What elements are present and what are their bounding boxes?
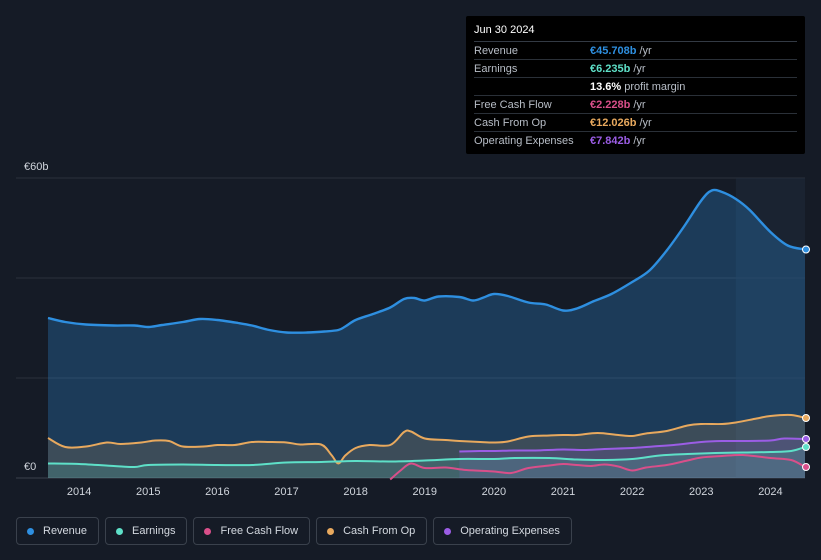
legend-label: Earnings: [132, 525, 176, 537]
x-tick-label: 2018: [343, 486, 367, 498]
tooltip-label: Revenue: [474, 44, 519, 57]
tooltip-value: €45.708b: [590, 44, 637, 57]
cash-from-op-line: [47, 413, 806, 465]
series-lines: [47, 188, 806, 481]
x-tick-label: 2023: [689, 486, 713, 498]
tooltip-label: Free Cash Flow: [474, 98, 552, 111]
x-tick-label: 2020: [482, 486, 506, 498]
tooltip-value: 13.6%: [590, 80, 622, 93]
legend-item-operating-expenses[interactable]: Operating Expenses: [433, 517, 572, 545]
legend-item-earnings[interactable]: Earnings: [105, 517, 188, 545]
earnings-area: [48, 447, 805, 478]
x-tick-label: 2015: [136, 486, 160, 498]
tooltip-date: Jun 30 2024: [474, 22, 797, 42]
tooltip-row-cash-from-op: Cash From Op €12.026b /yr: [474, 114, 797, 132]
legend-label: Cash From Op: [343, 525, 416, 537]
tooltip-unit: /yr: [633, 62, 646, 75]
x-axis: 2014 2015 2016 2017 2018 2019 2020 2021 2022 2023…: [67, 486, 783, 498]
series-end-dots: [802, 245, 810, 471]
legend-dot-icon: [204, 527, 212, 535]
tooltip-label: Operating Expenses: [474, 134, 574, 147]
series-areas: [48, 189, 805, 478]
cash-from-op-area: [48, 414, 805, 478]
tooltip-value: €2.228b: [590, 98, 631, 111]
operating-expenses-end-dot: [802, 435, 810, 443]
tooltip-row-earnings: Earnings €6.235b /yr: [474, 60, 797, 78]
x-tick-label: 2022: [620, 486, 644, 498]
free-cash-flow-end-dot: [802, 463, 810, 471]
tooltip-label: Cash From Op: [474, 116, 547, 129]
legend-item-free-cash-flow[interactable]: Free Cash Flow: [193, 517, 311, 545]
tooltip-row-revenue: Revenue €45.708b /yr: [474, 42, 797, 60]
revenue-area: [48, 189, 805, 478]
x-tick-label: 2017: [274, 486, 298, 498]
legend-item-cash-from-op[interactable]: Cash From Op: [316, 517, 428, 545]
tooltip-unit: /yr: [633, 98, 646, 111]
x-tick-label: 2024: [758, 486, 782, 498]
tooltip-unit: profit margin: [624, 80, 686, 93]
earnings-end-dot: [802, 443, 810, 451]
forecast-highlight: [735, 178, 805, 478]
x-tick-label: 2014: [67, 486, 91, 498]
legend-item-revenue[interactable]: Revenue: [16, 517, 100, 545]
legend-label: Operating Expenses: [460, 525, 560, 537]
legend-dot-icon: [444, 527, 452, 535]
x-tick-label: 2016: [205, 486, 229, 498]
tooltip-value: €12.026b: [590, 116, 637, 129]
tooltip-row-profit-margin: 13.6% profit margin: [474, 78, 797, 96]
revenue-line: [47, 188, 806, 334]
y-tick-label-bottom: €0: [24, 461, 36, 473]
free-cash-flow-line: [389, 453, 806, 481]
operating-expenses-line: [459, 437, 806, 453]
tooltip-unit: /yr: [633, 134, 646, 147]
x-tick-label: 2021: [551, 486, 575, 498]
legend: Revenue Earnings Free Cash Flow Cash Fro…: [16, 517, 572, 545]
tooltip-row-operating-expenses: Operating Expenses €7.842b /yr: [474, 132, 797, 149]
tooltip-label: Earnings: [474, 62, 518, 75]
earnings-line: [47, 446, 806, 469]
legend-dot-icon: [327, 527, 335, 535]
legend-dot-icon: [116, 527, 124, 535]
tooltip: Jun 30 2024 Revenue €45.708b /yr Earning…: [466, 16, 805, 154]
tooltip-unit: /yr: [639, 44, 652, 57]
tooltip-value: €6.235b: [590, 62, 631, 75]
tooltip-unit: /yr: [639, 116, 652, 129]
tooltip-row-free-cash-flow: Free Cash Flow €2.228b /yr: [474, 96, 797, 114]
cash-from-op-end-dot: [802, 414, 810, 422]
revenue-end-dot: [802, 245, 810, 254]
tooltip-value: €7.842b: [590, 134, 631, 147]
legend-label: Free Cash Flow: [220, 525, 299, 537]
x-tick-label: 2019: [413, 486, 437, 498]
grid: [16, 177, 805, 479]
legend-label: Revenue: [43, 525, 88, 537]
legend-dot-icon: [27, 527, 34, 535]
y-tick-label-top: €60b: [24, 161, 48, 173]
